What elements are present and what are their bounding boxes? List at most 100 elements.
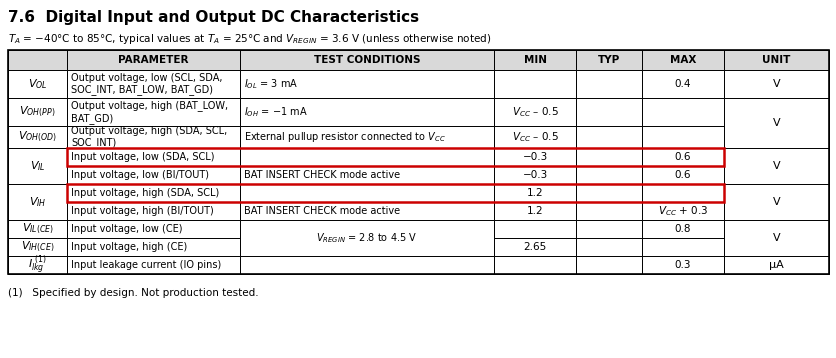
Bar	[67, 98, 239, 126]
Text: TEST CONDITIONS: TEST CONDITIONS	[314, 55, 420, 65]
Bar	[493, 126, 575, 148]
Text: Input voltage, low (BI/TOUT): Input voltage, low (BI/TOUT)	[71, 170, 209, 180]
Text: V: V	[772, 161, 779, 171]
Bar	[67, 70, 239, 98]
Bar	[239, 148, 493, 166]
Text: $V_{REGIN}$ = 2.8 to 4.5 V: $V_{REGIN}$ = 2.8 to 4.5 V	[316, 231, 417, 245]
Bar	[8, 70, 67, 98]
Bar	[723, 98, 828, 148]
Bar	[575, 98, 641, 126]
Bar	[493, 184, 575, 202]
Text: Input voltage, low (CE): Input voltage, low (CE)	[71, 224, 182, 234]
Text: $V_{CC}$ – 0.5: $V_{CC}$ – 0.5	[511, 105, 558, 119]
Bar	[723, 148, 828, 184]
Bar	[641, 70, 723, 98]
Bar	[8, 220, 67, 238]
Bar	[67, 126, 239, 148]
Text: V: V	[772, 197, 779, 207]
Text: 0.4: 0.4	[674, 79, 691, 89]
Bar	[8, 148, 67, 184]
Text: 1.2: 1.2	[526, 188, 543, 198]
Bar	[67, 148, 723, 166]
Text: Input voltage, high (CE): Input voltage, high (CE)	[71, 242, 187, 252]
Bar	[239, 98, 493, 126]
Text: Input voltage, high (BI/TOUT): Input voltage, high (BI/TOUT)	[71, 206, 214, 216]
Text: 1.2: 1.2	[526, 206, 543, 216]
Bar	[641, 238, 723, 256]
Bar	[8, 70, 67, 98]
Bar	[239, 202, 493, 220]
Bar	[239, 220, 493, 256]
Bar	[8, 50, 67, 70]
Bar	[239, 238, 493, 256]
Bar	[67, 238, 239, 256]
Bar	[8, 50, 828, 274]
Bar	[641, 50, 723, 70]
Text: V: V	[772, 118, 779, 128]
Bar	[239, 166, 493, 184]
Bar	[8, 126, 67, 148]
Bar	[493, 50, 575, 70]
Bar	[575, 256, 641, 274]
Text: 0.6: 0.6	[674, 152, 691, 162]
Text: V: V	[772, 79, 779, 89]
Bar	[239, 70, 493, 98]
Text: Input voltage, high (SDA, SCL): Input voltage, high (SDA, SCL)	[71, 188, 219, 198]
Text: External pullup resistor connected to $V_{CC}$: External pullup resistor connected to $V…	[243, 130, 445, 144]
Bar	[493, 256, 575, 274]
Text: BAT INSERT CHECK mode active: BAT INSERT CHECK mode active	[243, 170, 399, 180]
Bar	[67, 220, 239, 238]
Bar	[641, 184, 723, 202]
Bar	[67, 184, 239, 202]
Bar	[575, 50, 641, 70]
Bar	[493, 166, 575, 184]
Text: MIN: MIN	[523, 55, 546, 65]
Bar	[575, 148, 641, 166]
Text: 0.8: 0.8	[674, 224, 691, 234]
Bar	[67, 202, 239, 220]
Text: 7.6  Digital Input and Output DC Characteristics: 7.6 Digital Input and Output DC Characte…	[8, 10, 419, 25]
Text: V: V	[772, 233, 779, 243]
Text: Input leakage current (IO pins): Input leakage current (IO pins)	[71, 260, 221, 270]
Bar	[493, 148, 575, 166]
Bar	[641, 126, 723, 148]
Text: $V_{OH(PP)}$: $V_{OH(PP)}$	[19, 105, 56, 119]
Bar	[723, 184, 828, 220]
Bar	[8, 220, 67, 238]
Text: Output voltage, high (BAT_LOW,
BAT_GD): Output voltage, high (BAT_LOW, BAT_GD)	[71, 100, 228, 124]
Bar	[575, 238, 641, 256]
Bar	[723, 256, 828, 274]
Bar	[641, 256, 723, 274]
Bar	[239, 220, 493, 238]
Bar	[8, 98, 67, 126]
Text: Output voltage, high (SDA, SCL,
SOC_INT): Output voltage, high (SDA, SCL, SOC_INT)	[71, 126, 227, 148]
Bar	[8, 256, 67, 274]
Text: UNIT: UNIT	[762, 55, 790, 65]
Text: 2.65: 2.65	[522, 242, 546, 252]
Bar	[8, 202, 67, 220]
Bar	[239, 50, 493, 70]
Bar	[8, 238, 67, 256]
Bar	[641, 202, 723, 220]
Text: $V_{IH}$: $V_{IH}$	[28, 195, 46, 209]
Bar	[67, 148, 239, 166]
Text: −0.3: −0.3	[522, 152, 547, 162]
Bar	[723, 50, 828, 70]
Text: $T_A$ = −40°C to 85°C, typical values at $T_A$ = 25°C and $V_{REGIN}$ = 3.6 V (u: $T_A$ = −40°C to 85°C, typical values at…	[8, 32, 491, 46]
Bar	[67, 50, 239, 70]
Text: $V_{IL(CE)}$: $V_{IL(CE)}$	[22, 222, 54, 236]
Bar	[641, 166, 723, 184]
Bar	[8, 184, 67, 220]
Text: $V_{IH(CE)}$: $V_{IH(CE)}$	[21, 240, 54, 254]
Bar	[8, 184, 67, 202]
Text: BAT INSERT CHECK mode active: BAT INSERT CHECK mode active	[243, 206, 399, 216]
Bar	[8, 126, 67, 148]
Bar	[575, 126, 641, 148]
Text: $I_{lkg}^{\ (1)}$: $I_{lkg}^{\ (1)}$	[28, 253, 47, 277]
Bar	[493, 70, 575, 98]
Text: $V_{IL}$: $V_{IL}$	[29, 159, 45, 173]
Bar	[493, 220, 575, 238]
Bar	[239, 256, 493, 274]
Text: $V_{OH(OD)}$: $V_{OH(OD)}$	[18, 130, 57, 144]
Bar	[8, 166, 67, 184]
